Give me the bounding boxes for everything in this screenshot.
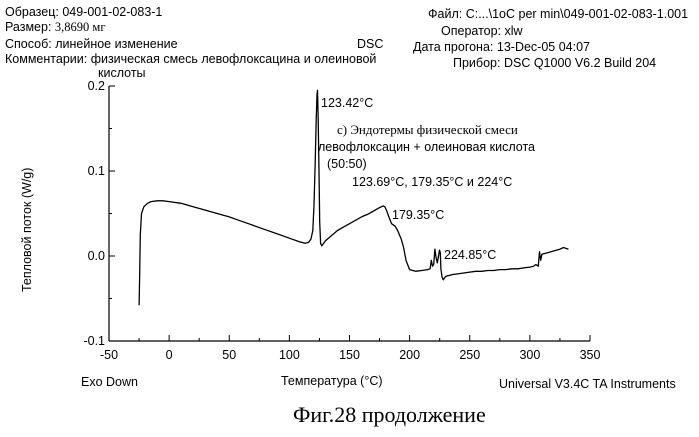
x-axis-title: Температура (°C) (281, 374, 383, 388)
instrument-line: Прибор: DSC Q1000 V6.2 Build 204 (453, 57, 656, 70)
heat-flow-line (138, 89, 569, 306)
x-tick-label: 150 (339, 348, 360, 362)
file-value: C:...\1oC per min\049-001-02-083-1.001 (465, 7, 689, 21)
sample-label: Образец: (5, 5, 59, 19)
x-tick-label: 100 (279, 348, 300, 362)
comment-line: Комментарии: физическая смесь левофлокса… (5, 53, 376, 66)
y-tick-label: 0.2 (88, 79, 105, 93)
instrument-label: Прибор: (453, 56, 501, 70)
method-label: Способ: (5, 37, 52, 51)
note-line1: c) Эндотермы физической смеси (337, 122, 518, 137)
file-label: Файл: (428, 7, 463, 21)
figure-caption: Фиг.28 продолжение (293, 402, 486, 427)
size-value: 3,8690 мг (54, 20, 106, 34)
x-tick-label: -50 (100, 348, 118, 362)
size-line: Размер: 3,8690 мг (5, 21, 105, 34)
file-line: Файл: C:...\1oC per min\049-001-02-083-1… (428, 8, 688, 21)
x-tick-label: 350 (580, 348, 601, 362)
exo-direction: Exo Down (81, 375, 138, 389)
x-tick-label: 300 (519, 348, 540, 362)
x-tick-label: 250 (459, 348, 480, 362)
run-date-value: 13-Dec-05 04:07 (496, 40, 590, 54)
note-line2: левофлоксацин + олеиновая кислота (318, 140, 535, 154)
x-tick-label: 200 (399, 348, 420, 362)
operator-label: Оператор: (441, 24, 502, 38)
technique-label: DSC (357, 37, 384, 51)
y-tick-label: 0.1 (88, 164, 105, 178)
software-version: Universal V3.4C TA Instruments (499, 377, 676, 391)
run-date-line: Дата прогона: 13-Dec-05 04:07 (413, 41, 590, 54)
note-line3: (50:50) (327, 157, 367, 171)
run-date-label: Дата прогона: (413, 40, 494, 54)
x-tick-label: 0 (166, 348, 173, 362)
comment-value: физическая смесь левофлоксацина и олеино… (90, 52, 377, 66)
sample-value: 049-001-02-083-1 (62, 5, 163, 19)
peak2-label: 179.35°C (392, 208, 445, 222)
peak1-label: 123.42°C (321, 96, 374, 110)
operator-line: Оператор: xlw (441, 25, 523, 38)
y-tick-label: 0.0 (88, 249, 105, 263)
method-line: Способ: линейное изменение (5, 38, 178, 51)
size-label: Размер: (5, 20, 52, 34)
method-value: линейное изменение (55, 37, 178, 51)
y-tick-label: -0.1 (83, 334, 105, 348)
x-tick-label: 50 (222, 348, 236, 362)
comment-value-line2: кислоты (98, 66, 146, 80)
instrument-value: DSC Q1000 V6.2 Build 204 (503, 56, 657, 70)
note-line4: 123.69°C, 179.35°C и 224°C (352, 175, 513, 189)
peak3-label: 224.85°C (444, 248, 497, 262)
y-axis-title: Тепловой поток (W/g) (20, 167, 34, 292)
sample-line: Образец: 049-001-02-083-1 (5, 6, 162, 19)
comment-label: Комментарии: (5, 52, 88, 66)
operator-value: xlw (504, 24, 523, 38)
